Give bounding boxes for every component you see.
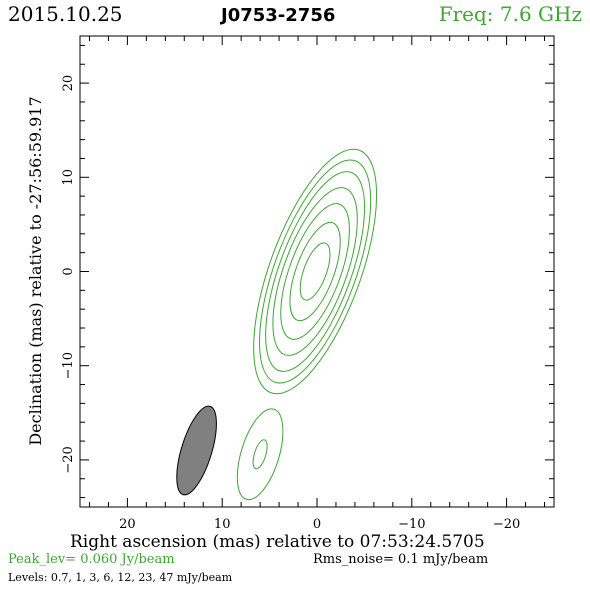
y-tick-label: 0 [61, 267, 76, 275]
core-contour-0 [299, 242, 331, 301]
x-tick-label: 10 [214, 517, 231, 532]
core-contour-5 [259, 159, 372, 384]
source-name: J0753-2756 [221, 5, 336, 26]
y-axis-label: Declination (mas) relative to -27:56:59.… [26, 96, 45, 445]
y-tick-label: −20 [61, 446, 76, 473]
y-tick-label: 20 [61, 75, 76, 92]
beam-ellipse [176, 405, 217, 496]
axis-ticks [80, 36, 554, 507]
axis-tick-labels: 20 10 0 −10 −20 20 10 0 −10 −20 [61, 75, 520, 532]
secondary-contour-1 [236, 408, 284, 501]
core-contour-2 [280, 203, 350, 340]
y-tick-label: −10 [61, 352, 76, 379]
core-contour-4 [265, 171, 366, 372]
core-contour-1 [289, 221, 341, 322]
x-tick-label: 0 [313, 517, 321, 532]
x-tick-label: −20 [493, 517, 520, 532]
x-tick-label: −10 [398, 517, 425, 532]
beam-group [176, 405, 217, 496]
frequency-label: Freq: 7.6 GHz [438, 2, 582, 26]
rms-noise: Rms_noise= 0.1 mJy/beam [313, 552, 489, 567]
y-tick-label: 10 [61, 169, 76, 186]
x-axis-label: Right ascension (mas) relative to 07:53:… [70, 532, 485, 552]
contour-group [236, 148, 378, 501]
peak-level: Peak_lev= 0.060 Jy/beam [8, 552, 175, 567]
observation-date: 2015.10.25 [8, 2, 123, 26]
plot-frame [79, 35, 555, 508]
x-tick-label: 20 [119, 517, 136, 532]
core-contour-6 [253, 148, 378, 395]
contour-levels: Levels: 0.7, 1, 3, 6, 12, 23, 47 mJy/bea… [8, 571, 233, 584]
core-contour-3 [272, 187, 358, 356]
secondary-contour-0 [252, 439, 268, 470]
